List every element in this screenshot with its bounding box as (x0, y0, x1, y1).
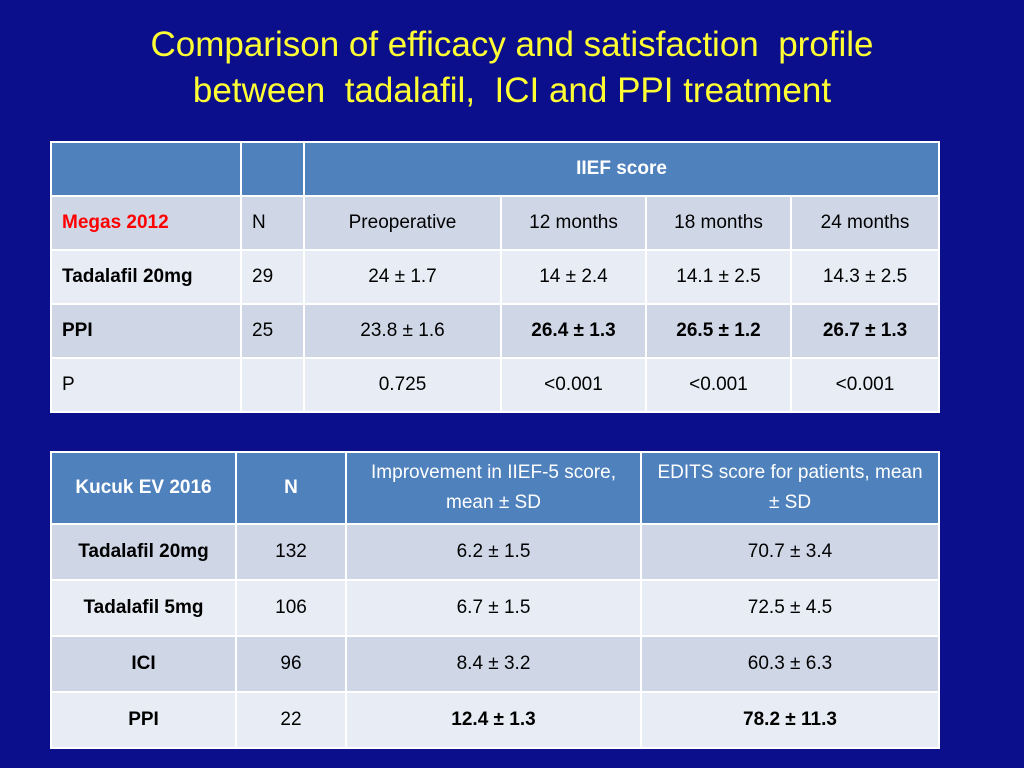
table-row: Tadalafil 5mg 106 6.7 ± 1.5 72.5 ± 4.5 (50, 579, 940, 637)
table-cell (240, 141, 305, 197)
table-cell: Tadalafil 20mg (50, 523, 237, 581)
table-cell: ICI (50, 635, 237, 693)
table-cell: 14.3 ± 2.5 (789, 249, 941, 305)
table-cell: 78.2 ± 11.3 (640, 691, 940, 749)
table-cell: 8.4 ± 3.2 (345, 635, 642, 693)
table-cell: 24 ± 1.7 (303, 249, 502, 305)
iief-score-header: IIEF score (302, 141, 941, 197)
table-cell: EDITS score for patients, mean ± SD (640, 451, 940, 525)
table-cell: 96 (235, 635, 347, 693)
table-cell (50, 141, 242, 197)
table-cell: 14 ± 2.4 (500, 249, 647, 305)
slide-title: Comparison of efficacy and satisfaction … (0, 22, 1024, 114)
table-cell: 26.5 ± 1.2 (645, 303, 792, 359)
table-cell: 6.7 ± 1.5 (345, 579, 642, 637)
table-row: P 0.725 <0.001 <0.001 <0.001 (50, 357, 941, 413)
table-cell: 23.8 ± 1.6 (303, 303, 502, 359)
title-line-2: between tadalafil, ICI and PPI treatment (192, 71, 832, 110)
table-cell: <0.001 (645, 357, 792, 413)
title-line-1: Comparison of efficacy and satisfaction … (150, 25, 874, 64)
table-cell: <0.001 (789, 357, 941, 413)
table-cell: 60.3 ± 6.3 (640, 635, 940, 693)
table-cell: 26.4 ± 1.3 (500, 303, 647, 359)
table-cell: Preoperative (303, 195, 502, 251)
table-row: ICI 96 8.4 ± 3.2 60.3 ± 6.3 (50, 635, 940, 693)
table-cell (240, 357, 305, 413)
table-cell: 0.725 (303, 357, 502, 413)
table-cell: Improvement in IIEF-5 score, mean ± SD (345, 451, 642, 525)
table-cell: 72.5 ± 4.5 (640, 579, 940, 637)
table-cell: 18 months (645, 195, 792, 251)
table-cell: PPI (50, 691, 237, 749)
table-cell: N (235, 451, 347, 525)
table-cell: 6.2 ± 1.5 (345, 523, 642, 581)
table-cell: 14.1 ± 2.5 (645, 249, 792, 305)
table-cell: 70.7 ± 3.4 (640, 523, 940, 581)
study-label-megas: Megas 2012 (50, 195, 242, 251)
table-header-row: IIEF score (50, 141, 941, 197)
table-row: Tadalafil 20mg 132 6.2 ± 1.5 70.7 ± 3.4 (50, 523, 940, 581)
table-cell: 25 (240, 303, 305, 359)
table-cell: 24 months (789, 195, 941, 251)
edits-score-table: Kucuk EV 2016 N Improvement in IIEF-5 sc… (50, 451, 940, 749)
table-cell: P (50, 357, 242, 413)
table-row: Megas 2012 N Preoperative 12 months 18 m… (50, 195, 941, 251)
table-row: Tadalafil 20mg 29 24 ± 1.7 14 ± 2.4 14.1… (50, 249, 941, 305)
table-cell: Tadalafil 5mg (50, 579, 237, 637)
table-cell: 132 (235, 523, 347, 581)
table-cell: 22 (235, 691, 347, 749)
table-row: PPI 22 12.4 ± 1.3 78.2 ± 11.3 (50, 691, 940, 749)
table-row: PPI 25 23.8 ± 1.6 26.4 ± 1.3 26.5 ± 1.2 … (50, 303, 941, 359)
table-cell: <0.001 (500, 357, 647, 413)
table-cell: N (240, 195, 305, 251)
table-cell: 26.7 ± 1.3 (789, 303, 941, 359)
table-cell: PPI (50, 303, 242, 359)
iief-score-table: IIEF score Megas 2012 N Preoperative 12 … (50, 141, 941, 413)
table-cell: 12 months (500, 195, 647, 251)
table-cell: 29 (240, 249, 305, 305)
table-cell: Tadalafil 20mg (50, 249, 242, 305)
table-cell: 12.4 ± 1.3 (345, 691, 642, 749)
study-label-kucuk: Kucuk EV 2016 (50, 451, 237, 525)
table-header-row: Kucuk EV 2016 N Improvement in IIEF-5 sc… (50, 451, 940, 525)
table-cell: 106 (235, 579, 347, 637)
